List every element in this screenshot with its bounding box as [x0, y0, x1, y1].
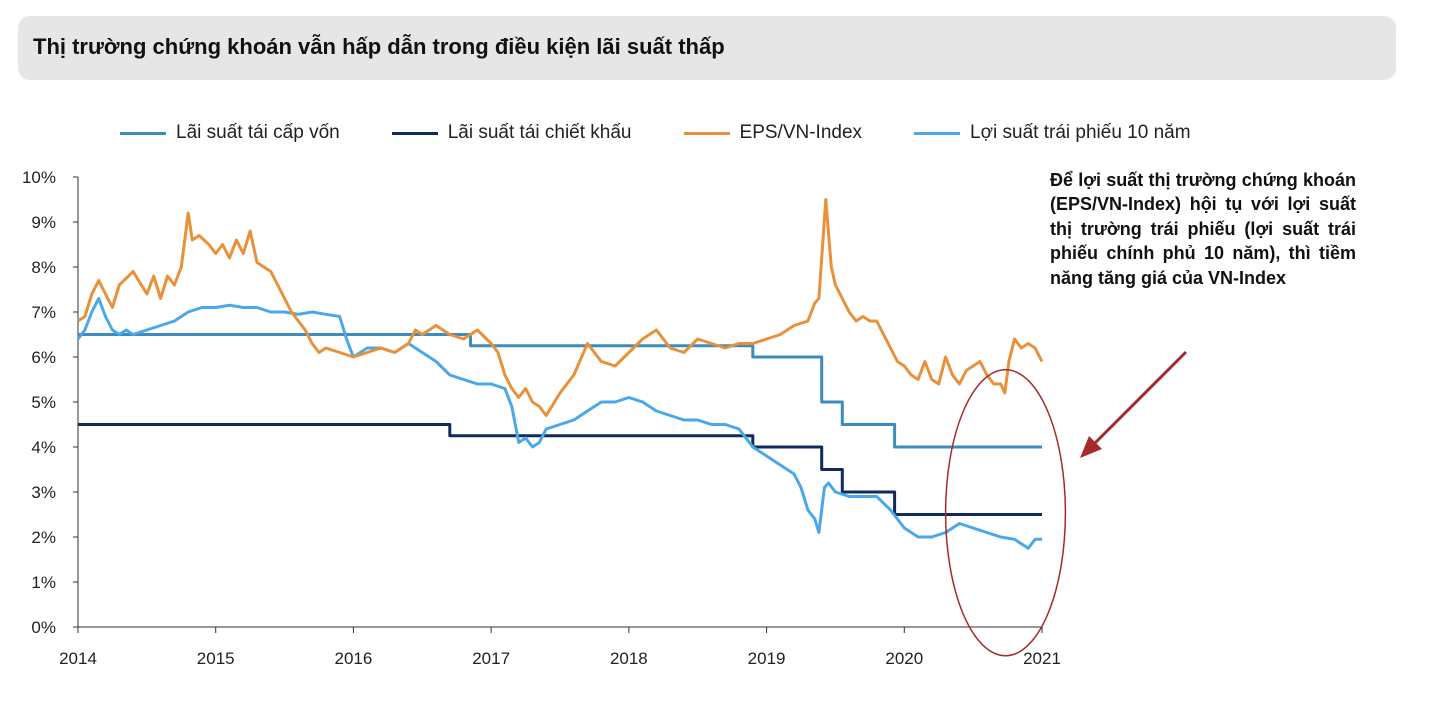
y-tick-label: 4% — [31, 438, 56, 457]
y-tick-label: 1% — [31, 573, 56, 592]
annotation-text: Để lợi suất thị trường chứng khoán (EPS/… — [1050, 170, 1356, 288]
x-tick-label: 2015 — [197, 649, 235, 668]
legend-label-bond: Lợi suất trái phiếu 10 năm — [970, 122, 1191, 143]
highlight-ellipse — [944, 369, 1067, 657]
y-tick-label: 5% — [31, 393, 56, 412]
y-tick-label: 6% — [31, 348, 56, 367]
legend-label-refinance: Lãi suất tái cấp vốn — [176, 122, 340, 143]
annotation-arrow-shaft — [1090, 350, 1188, 448]
x-tick-label: 2018 — [610, 649, 648, 668]
series-line-refinance-rate — [78, 333, 1042, 449]
y-tick-label: 7% — [31, 303, 56, 322]
y-tick-label: 0% — [31, 618, 56, 637]
series-line-bond-yield — [76, 297, 1042, 550]
y-tick-label: 8% — [31, 258, 56, 277]
x-tick-label: 2017 — [472, 649, 510, 668]
legend-item-refinance: Lãi suất tái cấp vốn — [120, 122, 340, 144]
legend-label-discount: Lãi suất tái chiết khấu — [447, 122, 632, 143]
legend-item-bond: Lợi suất trái phiếu 10 năm — [914, 122, 1191, 144]
y-tick-label: 10% — [22, 168, 56, 187]
x-tick-label: 2014 — [59, 649, 97, 668]
x-tick-label: 2020 — [885, 649, 923, 668]
x-tick-label: 2021 — [1023, 649, 1061, 668]
x-tick-label: 2016 — [335, 649, 373, 668]
legend-swatch-refinance — [120, 131, 166, 135]
chart-title: Thị trường chứng khoán vẫn hấp dẫn trong… — [33, 34, 725, 59]
y-tick-label: 3% — [31, 483, 56, 502]
legend: Lãi suất tái cấp vốn Lãi suất tái chiết … — [120, 120, 1243, 146]
y-tick-label: 9% — [31, 213, 56, 232]
legend-label-eps: EPS/VN-Index — [739, 122, 863, 143]
legend-item-discount: Lãi suất tái chiết khấu — [391, 122, 632, 144]
legend-swatch-eps — [683, 131, 730, 135]
title-bar: Thị trường chứng khoán vẫn hấp dẫn trong… — [18, 16, 1396, 80]
legend-swatch-discount — [391, 131, 438, 135]
series-line-eps-vnindex — [77, 198, 1044, 417]
legend-item-eps: EPS/VN-Index — [683, 122, 863, 144]
legend-swatch-bond — [914, 131, 961, 135]
annotation-arrow-head — [1080, 436, 1102, 458]
x-tick-label: 2019 — [748, 649, 786, 668]
y-tick-label: 2% — [31, 528, 56, 547]
series-line-discount-rate — [78, 423, 1042, 516]
